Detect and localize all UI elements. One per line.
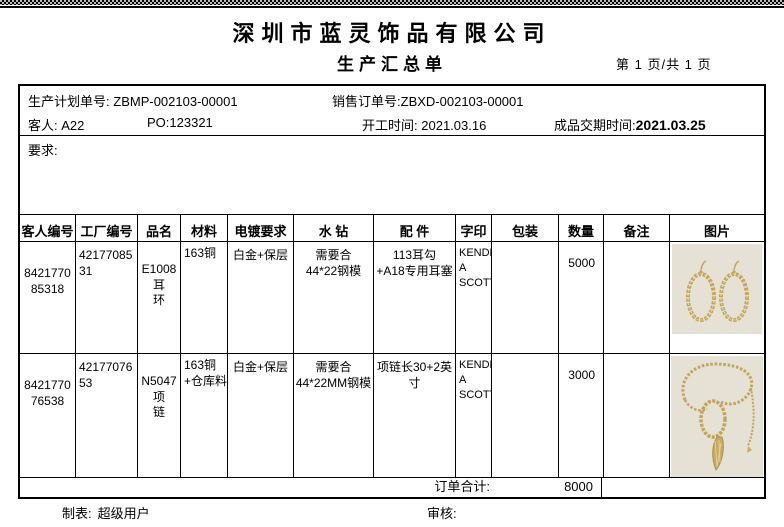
cell-plating: 白金+保层 — [228, 242, 294, 353]
order-total-quantity: 8000 — [564, 479, 593, 494]
col-header-imprint: 字印 — [456, 215, 492, 241]
page-indicator: 第 1 页/共 1 页 — [616, 57, 712, 72]
cell-quantity: 5000 — [559, 242, 604, 353]
due-time-label: 成品交期时间: — [554, 118, 636, 133]
cell-customer-no: 8421770 76538 — [20, 354, 76, 477]
cell-material: 163铜 +仓库料 — [181, 354, 228, 477]
gold-tassel-necklace-photo — [671, 356, 763, 477]
auditor-label: 审核: — [427, 506, 457, 521]
info-row-order-numbers: 生产计划单号: ZBMP-002103-00001 销售订单号:ZBXD-002… — [20, 86, 764, 112]
gold-oval-earrings-photo — [672, 244, 762, 334]
po-number: PO:123321 — [147, 115, 213, 130]
customer: 客人: A22 — [28, 115, 84, 134]
col-header-remark: 备注 — [604, 215, 670, 241]
cell-imprint: KENDR A SCOTT — [456, 242, 492, 353]
order-total-empty-cell — [602, 478, 764, 497]
cell-plating: 白金+保层 — [228, 354, 294, 477]
cell-packing — [492, 354, 559, 477]
col-header-product: 品名 — [138, 215, 181, 241]
start-time-value: 2021.03.16 — [421, 118, 487, 133]
cell-picture — [670, 242, 764, 353]
cell-remark — [604, 242, 670, 353]
order-total-cell: 订单合计: 8000 — [20, 478, 602, 497]
maker-value: 超级用户 — [97, 506, 150, 521]
table-row: 8421770 76538 42177076 53 N5047项 链 163铜 … — [20, 354, 764, 478]
start-time: 开工时间: 2021.03.16 — [362, 115, 486, 134]
auditor-line: 审核: — [427, 503, 463, 522]
col-header-plating: 电镀要求 — [228, 215, 294, 241]
requirements-row: 要求: — [20, 136, 764, 215]
cell-product: E1008耳 环 — [138, 242, 181, 353]
col-header-packing: 包装 — [492, 215, 559, 241]
col-header-accessories: 配 件 — [374, 215, 456, 241]
cell-product: N5047项 链 — [138, 354, 181, 477]
order-document-table: 生产计划单号: ZBMP-002103-00001 销售订单号:ZBXD-002… — [18, 84, 766, 499]
cell-accessories: 项链长30+2英 寸 — [374, 354, 456, 477]
table-header-row: 客人编号 工厂编号 品名 材料 电镀要求 水 钻 配 件 字印 包装 数量 备注… — [20, 215, 764, 242]
plan-number: 生产计划单号: ZBMP-002103-00001 — [28, 91, 238, 110]
col-header-picture: 图片 — [703, 224, 730, 239]
cell-packing — [492, 242, 559, 353]
cell-factory-no: 42177076 53 — [76, 354, 138, 477]
cell-rhinestone: 需要合 44*22钢模 — [294, 242, 374, 353]
col-header-customer-no: 客人编号 — [20, 215, 76, 241]
start-time-label: 开工时间: — [362, 118, 418, 133]
col-header-rhinestone: 水 钻 — [294, 215, 374, 241]
due-time-value: 2021.03.25 — [635, 117, 706, 133]
window-edge-line — [0, 6, 784, 8]
col-header-quantity: 数量 — [559, 215, 604, 241]
cell-factory-no: 42177085 31 — [76, 242, 138, 353]
customer-value: A22 — [61, 118, 85, 133]
maker-line: 制表: 超级用户 — [62, 503, 150, 522]
table-row: 8421770 85318 42177085 31 E1008耳 环 163铜 … — [20, 242, 764, 354]
document-title: 生产汇总单 — [337, 55, 447, 74]
cell-material: 163铜 — [181, 242, 228, 353]
cell-picture — [670, 354, 764, 477]
requirements-label: 要求: — [28, 143, 58, 158]
col-header-factory-no: 工厂编号 — [76, 215, 138, 241]
plan-number-label: 生产计划单号: — [28, 94, 110, 109]
sales-order-number: 销售订单号:ZBXD-002103-00001 — [332, 91, 523, 110]
plan-number-value: ZBMP-002103-00001 — [113, 94, 238, 109]
cell-quantity: 3000 — [559, 354, 604, 477]
sales-order-label: 销售订单号: — [332, 94, 401, 109]
window-edge-checker-strip — [0, 0, 784, 5]
cell-rhinestone: 需要合 44*22MM钢模 — [294, 354, 374, 477]
col-header-material: 材料 — [181, 215, 228, 241]
order-total-label: 订单合计: — [434, 479, 490, 494]
cell-imprint: KENDR A SCOTT — [456, 354, 492, 477]
cell-accessories: 113耳勾 +A18专用耳塞 — [374, 242, 456, 353]
sales-order-value: ZBXD-002103-00001 — [400, 94, 524, 109]
due-time: 成品交期时间:2021.03.25 — [554, 115, 706, 134]
customer-label: 客人: — [28, 118, 58, 133]
maker-label: 制表: — [62, 506, 92, 521]
cell-remark — [604, 354, 670, 477]
info-row-customer-dates: 客人: A22 PO:123321 开工时间: 2021.03.16 成品交期时… — [20, 112, 764, 136]
order-total-row: 订单合计: 8000 — [20, 478, 764, 497]
company-name: 深圳市蓝灵饰品有限公司 — [232, 21, 552, 46]
cell-customer-no: 8421770 85318 — [20, 242, 76, 353]
